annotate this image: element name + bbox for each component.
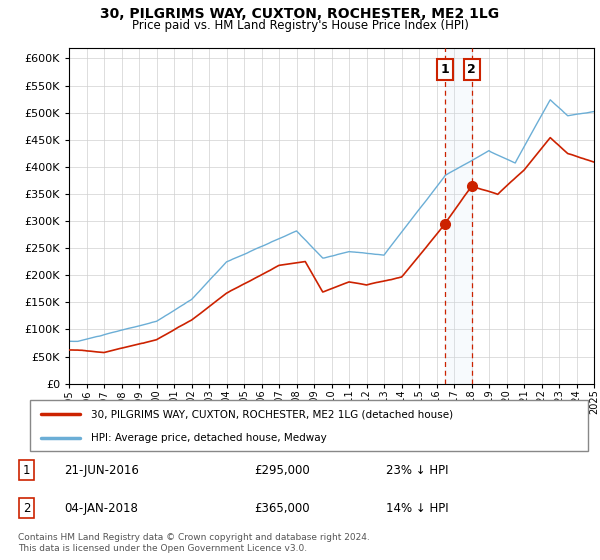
Text: £365,000: £365,000 (254, 502, 310, 515)
Text: 23% ↓ HPI: 23% ↓ HPI (386, 464, 449, 477)
FancyBboxPatch shape (30, 400, 588, 451)
Text: £295,000: £295,000 (254, 464, 310, 477)
Text: HPI: Average price, detached house, Medway: HPI: Average price, detached house, Medw… (91, 433, 327, 443)
Text: Price paid vs. HM Land Registry's House Price Index (HPI): Price paid vs. HM Land Registry's House … (131, 19, 469, 32)
Text: 30, PILGRIMS WAY, CUXTON, ROCHESTER, ME2 1LG: 30, PILGRIMS WAY, CUXTON, ROCHESTER, ME2… (100, 7, 500, 21)
Text: Contains HM Land Registry data © Crown copyright and database right 2024.
This d: Contains HM Land Registry data © Crown c… (18, 533, 370, 553)
Text: 04-JAN-2018: 04-JAN-2018 (64, 502, 138, 515)
Text: 1: 1 (440, 63, 449, 76)
Text: 2: 2 (23, 502, 30, 515)
Text: 21-JUN-2016: 21-JUN-2016 (64, 464, 139, 477)
Text: 2: 2 (467, 63, 476, 76)
Text: 30, PILGRIMS WAY, CUXTON, ROCHESTER, ME2 1LG (detached house): 30, PILGRIMS WAY, CUXTON, ROCHESTER, ME2… (91, 409, 454, 419)
Text: 14% ↓ HPI: 14% ↓ HPI (386, 502, 449, 515)
Bar (445, 48, 472, 384)
Text: 1: 1 (23, 464, 30, 477)
